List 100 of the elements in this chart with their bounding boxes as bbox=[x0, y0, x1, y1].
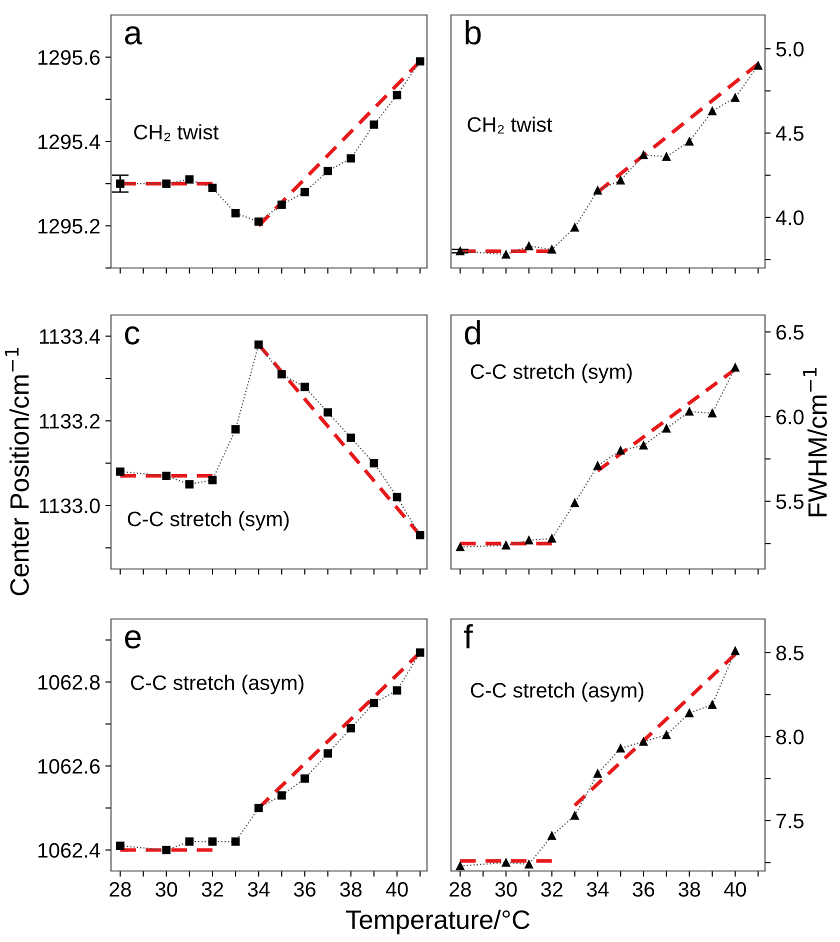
point bbox=[231, 837, 240, 846]
x-tick-label: 38 bbox=[340, 882, 362, 897]
point bbox=[208, 476, 217, 484]
y-tick-label: 1295.4 bbox=[38, 134, 100, 150]
chart-title: a bbox=[125, 26, 142, 45]
point bbox=[570, 223, 579, 232]
point bbox=[685, 137, 694, 146]
y-tick-label: 5.5 bbox=[776, 494, 804, 510]
y-tick-label: 5.0 bbox=[776, 42, 804, 56]
annotation: C-C stretch (sym) bbox=[470, 364, 632, 384]
chart-title: f bbox=[464, 624, 473, 648]
point bbox=[254, 340, 263, 349]
y-tick-label: 1133.0 bbox=[40, 498, 100, 514]
point bbox=[639, 737, 648, 746]
point bbox=[548, 534, 556, 543]
point bbox=[346, 154, 356, 163]
point bbox=[300, 774, 309, 783]
point bbox=[685, 407, 694, 416]
annotation: C-C stretch (asym) bbox=[131, 674, 304, 694]
point bbox=[231, 425, 240, 434]
point bbox=[370, 459, 378, 468]
point bbox=[662, 424, 671, 433]
y-tick-label: 4.5 bbox=[776, 126, 804, 141]
x-tick-label: 36 bbox=[632, 882, 654, 897]
point bbox=[708, 409, 716, 418]
point bbox=[754, 61, 762, 70]
point bbox=[708, 106, 716, 116]
point bbox=[162, 180, 171, 188]
point bbox=[254, 804, 263, 812]
y-tick-label: 1062.8 bbox=[38, 675, 100, 690]
point bbox=[208, 837, 217, 846]
point bbox=[116, 467, 124, 476]
x-tick-label: 32 bbox=[202, 882, 224, 897]
point bbox=[324, 166, 332, 176]
point bbox=[456, 542, 464, 552]
x-tick-label: 36 bbox=[294, 882, 316, 897]
point bbox=[731, 646, 740, 656]
y-tick-label: 1295.2 bbox=[38, 218, 100, 234]
point bbox=[116, 842, 124, 850]
point bbox=[416, 648, 424, 657]
point bbox=[594, 186, 602, 195]
point bbox=[502, 858, 510, 867]
point bbox=[185, 480, 194, 488]
y-tick-label: 8.0 bbox=[776, 730, 804, 744]
chart-title: b bbox=[466, 20, 481, 45]
point bbox=[162, 846, 171, 854]
annotation: C-C stretch (sym) bbox=[128, 511, 289, 530]
point bbox=[456, 862, 464, 870]
y-tick-label: 1062.4 bbox=[38, 843, 100, 858]
point bbox=[416, 57, 424, 66]
point bbox=[616, 176, 625, 184]
point bbox=[254, 217, 263, 226]
point bbox=[524, 860, 534, 868]
point bbox=[594, 769, 602, 778]
point bbox=[300, 188, 309, 196]
point bbox=[392, 492, 402, 502]
x-tick-label: 30 bbox=[495, 882, 517, 897]
y-tick-label: 4.0 bbox=[776, 210, 804, 226]
x-tick-label: 38 bbox=[678, 882, 700, 897]
point bbox=[594, 462, 602, 470]
point bbox=[731, 363, 740, 372]
point bbox=[502, 541, 510, 550]
y-tick-label: 7.5 bbox=[776, 814, 804, 828]
y-tick-label: 1133.4 bbox=[40, 329, 100, 344]
point bbox=[708, 700, 716, 709]
point bbox=[370, 698, 378, 708]
x-tick-label: 40 bbox=[386, 882, 408, 897]
y-tick-label: 6.0 bbox=[776, 410, 804, 424]
annotation: CH₂ twist bbox=[468, 116, 552, 134]
point bbox=[570, 811, 579, 820]
point bbox=[346, 434, 356, 442]
point bbox=[392, 90, 402, 100]
x-tick-label: 40 bbox=[724, 882, 746, 897]
point bbox=[278, 791, 286, 800]
y-tick-label: 8.5 bbox=[776, 646, 804, 660]
chart-title: e bbox=[125, 630, 141, 649]
point bbox=[524, 536, 534, 544]
x-tick-label: 28 bbox=[110, 882, 131, 897]
point bbox=[662, 152, 671, 161]
y-axis-title: FWHM/cm$^{−1}$ bbox=[803, 368, 827, 516]
point bbox=[346, 724, 356, 732]
point bbox=[392, 686, 402, 695]
x-tick-label: 32 bbox=[541, 882, 562, 897]
point bbox=[616, 744, 625, 753]
y-tick-label: 6.5 bbox=[776, 324, 804, 340]
chart-title: c bbox=[125, 326, 140, 345]
x-tick-label: 34 bbox=[248, 882, 270, 897]
y-tick-label: 1062.6 bbox=[38, 759, 100, 774]
point bbox=[208, 184, 217, 192]
point bbox=[324, 408, 332, 417]
point bbox=[185, 837, 194, 846]
x-tick-label: 28 bbox=[450, 882, 471, 897]
chart-title: d bbox=[464, 320, 480, 345]
x-axis-title: Temperature/°C bbox=[346, 910, 530, 934]
point bbox=[370, 120, 378, 129]
x-tick-label: 34 bbox=[586, 882, 609, 897]
point bbox=[502, 250, 510, 259]
y-tick-label: 1295.6 bbox=[38, 50, 100, 65]
point bbox=[731, 93, 740, 102]
point bbox=[662, 730, 671, 740]
